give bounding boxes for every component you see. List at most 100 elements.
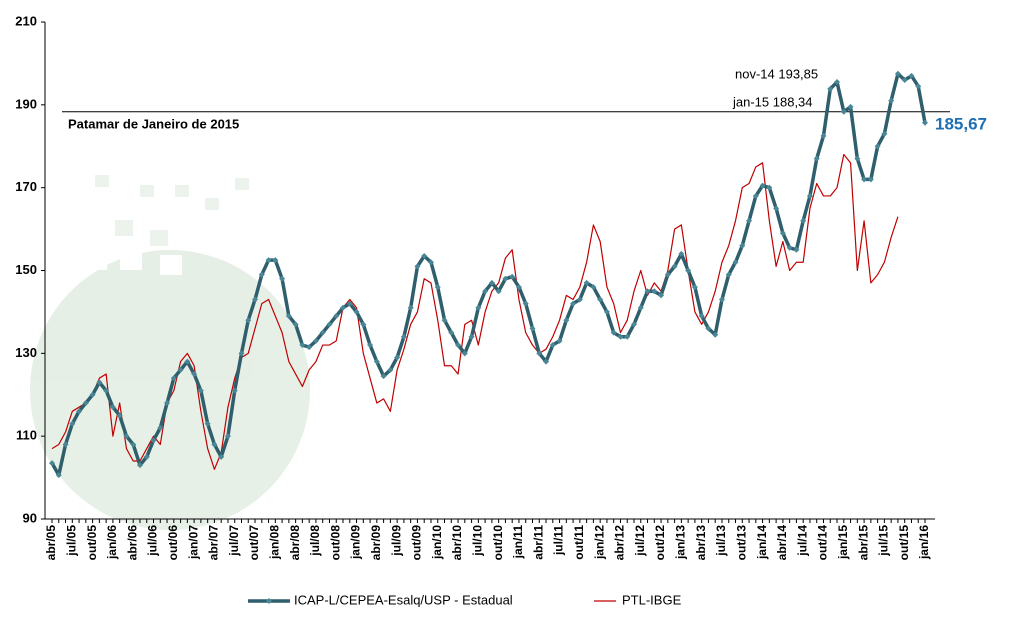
point-marker	[231, 387, 238, 394]
legend-marker	[266, 598, 272, 604]
point-marker	[874, 143, 881, 150]
x-tick-label: jul/15	[877, 525, 891, 557]
point-marker	[407, 304, 414, 311]
x-tick-label: out/07	[247, 525, 261, 561]
point-marker	[475, 304, 482, 311]
point-marker	[333, 313, 340, 320]
point-marker	[746, 217, 753, 224]
point-marker	[103, 387, 110, 394]
point-marker	[529, 325, 536, 332]
point-marker	[894, 70, 901, 77]
point-marker	[252, 296, 259, 303]
x-tick-label: abr/08	[288, 525, 302, 561]
point-marker	[373, 358, 380, 365]
point-marker	[191, 371, 198, 378]
x-tick-label: abr/11	[531, 525, 545, 560]
point-marker	[346, 300, 353, 307]
point-marker	[827, 85, 834, 92]
point-marker	[353, 308, 360, 315]
y-tick-label: 130	[15, 345, 37, 360]
point-marker	[685, 267, 692, 274]
point-marker	[55, 472, 62, 479]
legend-label: ICAP-L/CEPEA-Esalq/USP - Estadual	[294, 592, 513, 607]
annotation: Patamar de Janeiro de 2015	[68, 116, 239, 131]
point-marker	[258, 271, 265, 278]
x-tick-label: jan/07	[186, 525, 200, 560]
point-marker	[813, 155, 820, 162]
x-tick-label: out/05	[85, 525, 99, 561]
y-tick-label: 190	[15, 96, 37, 111]
point-marker	[610, 329, 617, 336]
point-marker	[861, 176, 868, 183]
point-marker	[279, 275, 286, 282]
x-tick-label: jul/06	[146, 525, 160, 557]
point-marker	[434, 284, 441, 291]
point-marker	[421, 253, 428, 260]
point-marker	[69, 420, 76, 427]
x-tick-label: abr/07	[207, 525, 221, 561]
point-marker	[265, 257, 272, 264]
point-marker	[312, 337, 319, 344]
x-tick-label: out/12	[653, 525, 667, 561]
point-marker	[326, 321, 333, 328]
point-marker	[583, 279, 590, 286]
point-marker	[319, 329, 326, 336]
point-marker	[143, 453, 150, 460]
x-tick-label: jan/10	[430, 525, 444, 560]
point-marker	[509, 273, 516, 280]
point-marker	[414, 263, 421, 270]
point-marker	[76, 408, 83, 415]
point-marker	[820, 132, 827, 139]
point-marker	[847, 103, 854, 110]
point-marker	[340, 304, 346, 311]
x-tick-label: jul/08	[308, 525, 322, 557]
x-tick-label: jul/10	[471, 525, 485, 557]
point-marker	[455, 342, 462, 349]
value-label: 185,67	[935, 114, 987, 133]
point-marker	[617, 333, 624, 340]
x-tick-label: jul/12	[633, 525, 647, 557]
y-tick-label: 210	[15, 13, 37, 28]
x-tick-label: jan/14	[755, 525, 769, 560]
icap-line	[50, 72, 927, 477]
x-tick-label: out/09	[410, 525, 424, 561]
point-marker	[170, 375, 177, 382]
point-marker	[739, 242, 746, 249]
ptl-line	[51, 153, 899, 470]
point-marker	[394, 354, 401, 361]
point-marker	[543, 358, 550, 365]
point-marker	[671, 263, 678, 270]
point-marker	[218, 453, 225, 460]
x-tick-label: jan/16	[917, 525, 931, 560]
point-marker	[292, 321, 299, 328]
x-tick-label: jul/13	[714, 525, 728, 557]
point-marker	[664, 271, 671, 278]
y-tick-label: 110	[16, 428, 37, 443]
x-tick-label: abr/09	[369, 525, 383, 561]
point-marker	[556, 337, 563, 344]
point-marker	[482, 288, 489, 295]
point-marker	[49, 460, 55, 467]
point-marker	[245, 317, 252, 324]
point-marker	[867, 176, 874, 183]
point-marker	[915, 83, 922, 90]
point-marker	[576, 296, 583, 303]
x-tick-label: jul/14	[795, 525, 809, 557]
point-marker	[624, 333, 631, 340]
point-marker	[732, 259, 739, 266]
point-marker	[570, 300, 577, 307]
x-tick-label: out/15	[897, 525, 911, 561]
point-marker	[549, 342, 556, 349]
point-marker	[157, 424, 164, 431]
point-marker	[658, 292, 665, 299]
point-marker	[109, 404, 116, 411]
point-marker	[698, 313, 705, 320]
point-marker	[800, 217, 807, 224]
x-tick-label: abr/05	[44, 525, 58, 561]
point-marker	[164, 400, 171, 407]
x-tick-label: jan/06	[105, 525, 119, 560]
point-marker	[563, 317, 570, 324]
x-tick-label: abr/12	[613, 525, 627, 561]
point-marker	[766, 184, 773, 191]
point-marker	[901, 76, 908, 83]
